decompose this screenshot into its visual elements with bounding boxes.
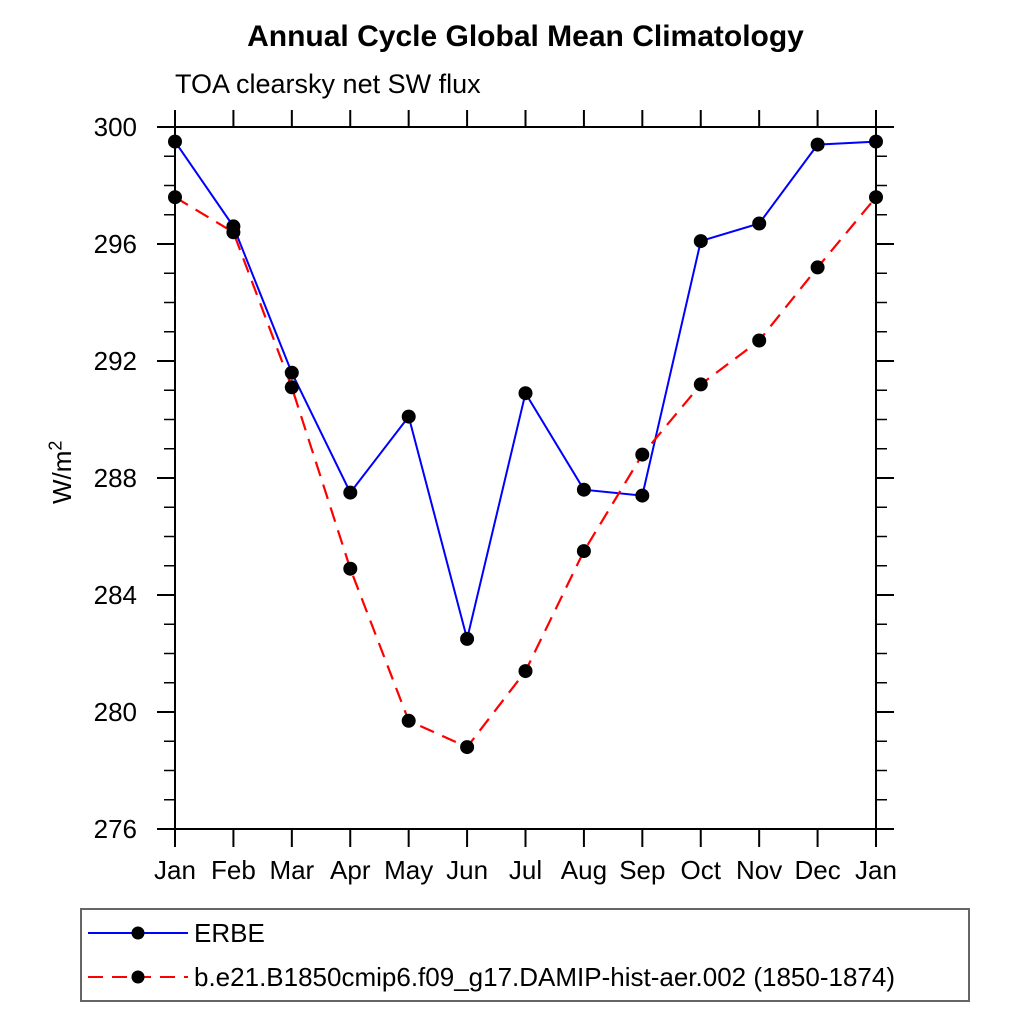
x-tick-label: Oct xyxy=(681,855,722,885)
x-tick-label: Mar xyxy=(269,855,314,885)
x-tick-label: Aug xyxy=(561,855,607,885)
legend-label-erbe: ERBE xyxy=(194,917,265,948)
x-tick-label: May xyxy=(384,855,433,885)
chart-title: Annual Cycle Global Mean Climatology xyxy=(247,20,804,53)
series-markers-model xyxy=(168,190,883,755)
x-tick-label: Jun xyxy=(446,855,488,885)
legend-item-erbe: ERBE xyxy=(86,913,968,953)
series-markers-erbe xyxy=(168,134,883,646)
x-tick-label: Sep xyxy=(619,855,665,885)
x-tick-label: Apr xyxy=(330,855,371,885)
legend-item-model: b.e21.B1850cmip6.f09_g17.DAMIP-hist-aer.… xyxy=(86,957,968,997)
y-tick-label: 300 xyxy=(94,112,137,142)
y-tick-label: 292 xyxy=(94,346,137,376)
legend-line-sample-erbe xyxy=(88,926,188,940)
x-tick-labels: Jan Feb Mar Apr May Jun Jul Aug Sep Oct Nov Dec Jan xyxy=(154,855,897,885)
y-tick-label: 296 xyxy=(94,229,137,259)
x-tick-label: Jan xyxy=(154,855,196,885)
y-tick-label: 276 xyxy=(94,814,137,844)
axes xyxy=(157,110,894,847)
x-tick-label: Dec xyxy=(794,855,840,885)
plot-frame xyxy=(174,126,877,830)
legend-line-sample-model xyxy=(88,970,188,984)
y-tick-label: 280 xyxy=(94,697,137,727)
chart-subtitle: TOA clearsky net SW flux xyxy=(175,69,481,99)
y-tick-label: 288 xyxy=(94,463,137,493)
x-tick-label: Jan xyxy=(855,855,897,885)
y-tick-labels: 276 280 284 288 292 296 300 xyxy=(94,112,137,844)
legend-box: ERBE b.e21.B1850cmip6.f09_g17.DAMIP-hist-… xyxy=(80,908,970,1002)
y-tick-label: 284 xyxy=(94,580,137,610)
legend-marker-dot xyxy=(131,970,145,984)
legend-label-model: b.e21.B1850cmip6.f09_g17.DAMIP-hist-aer.… xyxy=(194,961,895,992)
x-tick-label: Feb xyxy=(211,855,256,885)
x-tick-label: Nov xyxy=(736,855,782,885)
x-tick-label: Jul xyxy=(509,855,542,885)
legend-marker-dot xyxy=(131,926,145,940)
